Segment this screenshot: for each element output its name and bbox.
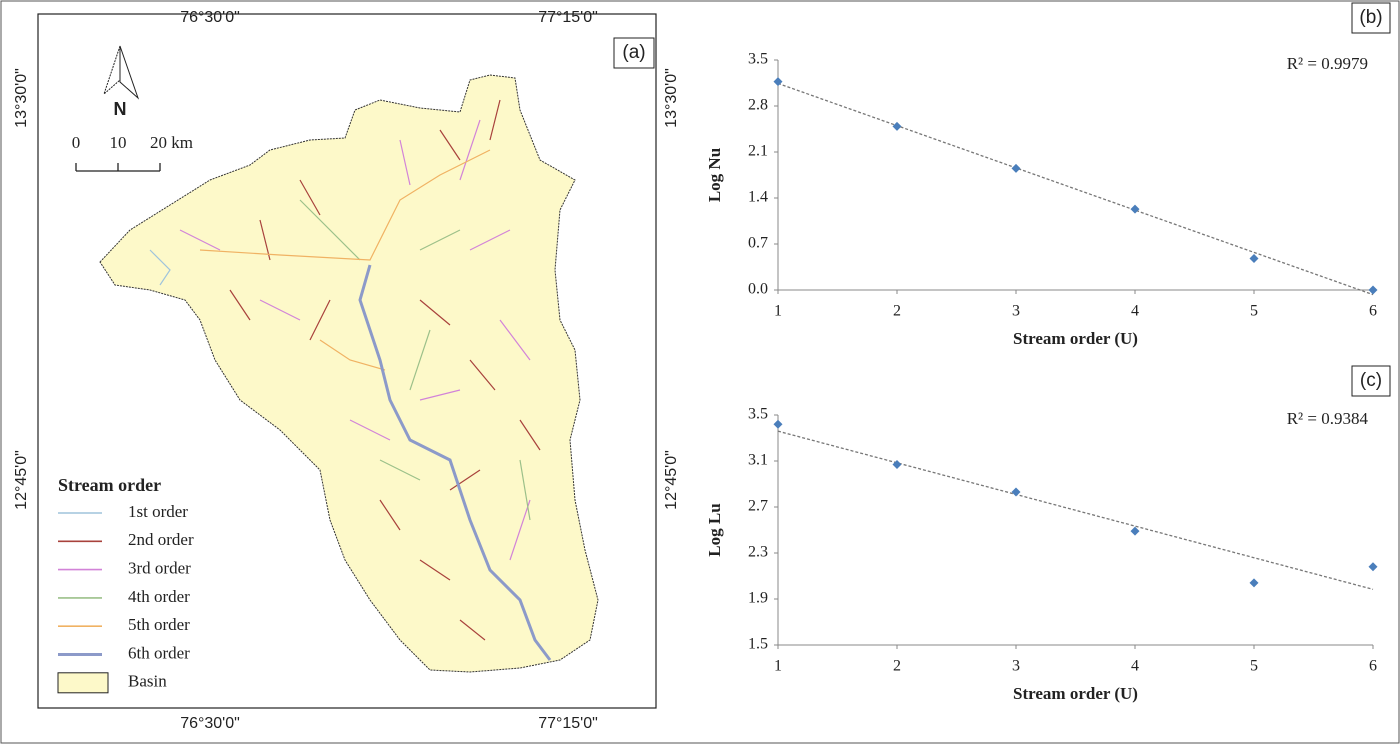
annotation: R² = 0.9384 xyxy=(1287,409,1369,428)
panel-label-box xyxy=(1351,365,1391,397)
y-tick-label: 3.5 xyxy=(748,406,768,423)
x-tick-label: 4 xyxy=(1131,303,1139,320)
graticule-label: 77°15'0" xyxy=(538,9,598,26)
y-tick-label: 3.1 xyxy=(748,452,768,469)
legend-label: 4th order xyxy=(128,587,190,606)
y-axis-label: Log Lu xyxy=(705,503,724,556)
y-tick-label: 2.3 xyxy=(748,544,768,561)
y-tick-label: 2.1 xyxy=(748,143,768,160)
x-tick-label: 5 xyxy=(1250,658,1258,675)
y-tick-label: 1.9 xyxy=(748,590,768,607)
point xyxy=(1249,253,1259,263)
x-tick-label: 2 xyxy=(893,658,901,675)
legend-swatch xyxy=(57,672,109,694)
stream xyxy=(229,99,541,641)
y-tick-label: 0.0 xyxy=(748,281,768,298)
charts: 0.0 0.7 1.4 2.1 2.8 3.5 1 2 3 4 5 6 Stream order (U)… xyxy=(705,2,1391,703)
annotation: R² = 0.9979 xyxy=(1287,54,1368,73)
streams xyxy=(149,99,552,661)
x-tick-label: 3 xyxy=(1012,658,1020,675)
panel-label: (c) xyxy=(1360,370,1382,391)
legend-label: 1st order xyxy=(128,502,188,521)
stream xyxy=(358,264,552,661)
y-tick-label: 1.4 xyxy=(748,189,768,206)
x-tick-label: 5 xyxy=(1250,303,1258,320)
graticule-label: 12°45'0" xyxy=(13,450,30,510)
graticule-label: 13°30'0" xyxy=(663,68,680,128)
y-tick-label: 2.7 xyxy=(748,498,768,515)
y-tick-label: 2.8 xyxy=(748,97,768,114)
legend: 1st order 2nd order 3rd order 4th order 5th … xyxy=(57,502,194,694)
point xyxy=(773,77,783,87)
scale-label: 0 xyxy=(72,133,81,152)
trendline xyxy=(777,430,1374,590)
stream xyxy=(199,149,491,371)
point xyxy=(1130,204,1140,214)
panel-label-box xyxy=(1351,2,1391,34)
point xyxy=(1130,526,1140,536)
scale-label: 10 xyxy=(110,133,127,152)
graticule-label: 12°45'0" xyxy=(663,450,680,510)
graticule-label: 77°15'0" xyxy=(538,715,598,732)
scale-label: 20 km xyxy=(150,133,193,152)
panel-label: (b) xyxy=(1359,7,1382,28)
point xyxy=(1011,487,1021,497)
x-tick-label: 4 xyxy=(1131,658,1139,675)
point xyxy=(1368,562,1378,572)
trendline xyxy=(777,82,1374,296)
x-tick-label: 6 xyxy=(1369,658,1377,675)
north-arrow-right xyxy=(119,45,140,100)
y-tick-label: 1.5 xyxy=(748,636,768,653)
y-tick-label: 3.5 xyxy=(748,51,768,68)
x-tick-label: 1 xyxy=(774,303,782,320)
x-tick-label: 2 xyxy=(893,303,901,320)
stream xyxy=(149,249,171,286)
panel-label-box xyxy=(613,37,655,69)
point xyxy=(892,459,902,469)
x-tick-label: 1 xyxy=(774,658,782,675)
point xyxy=(1249,578,1259,588)
legend-label: 6th order xyxy=(128,643,190,662)
north-arrow xyxy=(102,45,140,100)
legend-label: Basin xyxy=(128,672,167,691)
y-axis-label: Log Nu xyxy=(705,148,724,202)
stream xyxy=(299,199,531,521)
x-tick-label: 3 xyxy=(1012,303,1020,320)
map-panel: (a) N 0 10 20 km 76°30'0" 77°15'0" 76°30… xyxy=(13,9,680,732)
x-axis-label: Stream order (U) xyxy=(1013,684,1138,703)
legend-title: Stream order xyxy=(58,475,161,495)
north-label: N xyxy=(114,99,127,119)
y-tick-label: 0.7 xyxy=(748,235,768,252)
scale-bar xyxy=(75,163,161,172)
graticule-label: 76°30'0" xyxy=(180,9,240,26)
basin xyxy=(99,74,599,673)
legend-label: 2nd order xyxy=(128,530,194,549)
point xyxy=(892,121,902,131)
legend-label: 5th order xyxy=(128,615,190,634)
point xyxy=(773,419,783,429)
legend-label: 3rd order xyxy=(128,559,191,578)
x-axis-label: Stream order (U) xyxy=(1013,329,1138,348)
x-tick-label: 6 xyxy=(1369,303,1377,320)
point xyxy=(1368,285,1378,295)
point xyxy=(1011,163,1021,173)
graticule-label: 13°30'0" xyxy=(13,68,30,128)
graticule-label: 76°30'0" xyxy=(180,715,240,732)
stream xyxy=(179,119,531,561)
panel-label: (a) xyxy=(622,42,645,63)
